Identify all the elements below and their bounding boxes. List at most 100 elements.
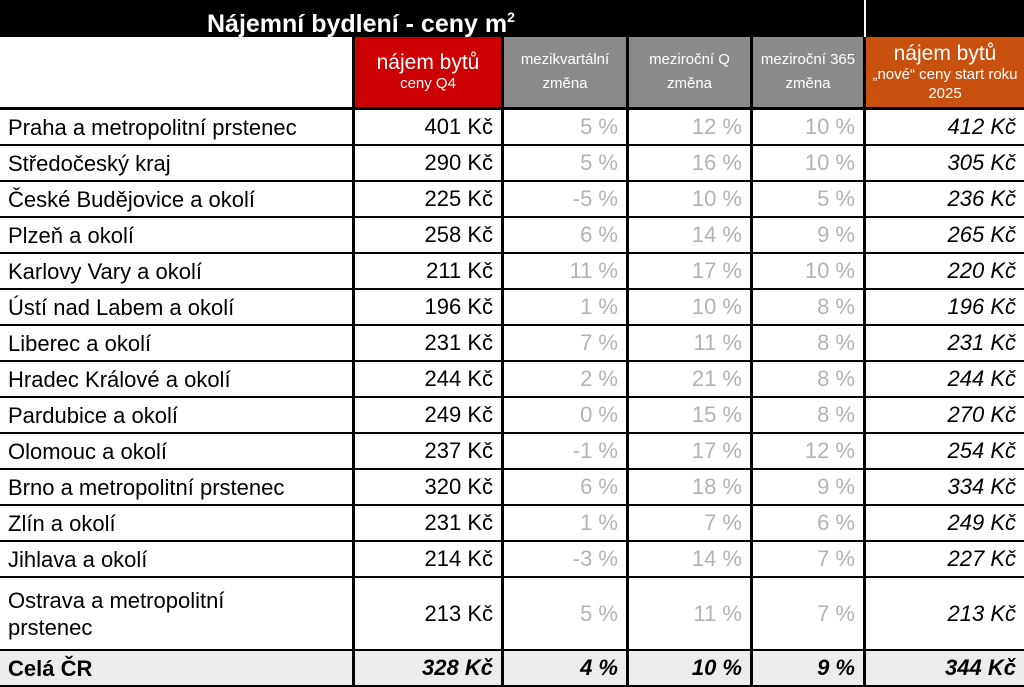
table-row: Olomouc a okolí 237 Kč -1 % 17 % 12 % 254 Kč xyxy=(0,434,1024,470)
header-price-q4-subtitle: ceny Q4 xyxy=(400,75,456,92)
yoy-q-change-cell: 11 % xyxy=(629,578,753,651)
total-row: Celá ČR 328 Kč 4 % 10 % 9 % 344 Kč xyxy=(0,651,1024,687)
region-cell: Pardubice a okolí xyxy=(0,398,355,434)
yoy-365-change-cell: 7 % xyxy=(753,578,866,651)
new-price-cell: 231 Kč xyxy=(866,326,1024,362)
yoy-q-change-cell: 10 % xyxy=(629,651,753,687)
table-row: Liberec a okolí 231 Kč 7 % 11 % 8 % 231 Kč xyxy=(0,326,1024,362)
header-new-price-subtitle: „nové“ ceny start roku 2025 xyxy=(872,65,1018,102)
table-row: Zlín a okolí 231 Kč 1 % 7 % 6 % 249 Kč xyxy=(0,506,1024,542)
yoy-365-change-cell: 10 % xyxy=(753,146,866,182)
yoy-q-change-cell: 12 % xyxy=(629,110,753,146)
new-price-cell: 344 Kč xyxy=(866,651,1024,687)
yoy-q-change-cell: 18 % xyxy=(629,470,753,506)
region-cell: České Budějovice a okolí xyxy=(0,182,355,218)
yoy-q-change-cell: 17 % xyxy=(629,434,753,470)
qoq-change-cell: 5 % xyxy=(504,110,629,146)
yoy-365-change-cell: 9 % xyxy=(753,651,866,687)
yoy-365-change-cell: 8 % xyxy=(753,290,866,326)
header-new-price-title: nájem bytů xyxy=(893,41,997,65)
yoy-q-change-cell: 14 % xyxy=(629,218,753,254)
table-row: Jihlava a okolí 214 Kč -3 % 14 % 7 % 227 Kč xyxy=(0,542,1024,578)
header-qoq-label: mezikvartální změna xyxy=(520,51,610,92)
table-row: Hradec Králové a okolí 244 Kč 2 % 21 % 8 % 24… xyxy=(0,362,1024,398)
region-cell: Hradec Králové a okolí xyxy=(0,362,355,398)
yoy-365-change-cell: 6 % xyxy=(753,506,866,542)
qoq-change-cell: 7 % xyxy=(504,326,629,362)
yoy-365-change-cell: 12 % xyxy=(753,434,866,470)
qoq-change-cell: -3 % xyxy=(504,542,629,578)
price-cell: 231 Kč xyxy=(355,506,504,542)
table-row: Karlovy Vary a okolí 211 Kč 11 % 17 % 10 % 22… xyxy=(0,254,1024,290)
qoq-change-cell: 4 % xyxy=(504,651,629,687)
yoy-q-change-cell: 10 % xyxy=(629,182,753,218)
header-qoq: mezikvartální změna xyxy=(504,37,629,110)
region-cell: Zlín a okolí xyxy=(0,506,355,542)
price-cell: 211 Kč xyxy=(355,254,504,290)
price-cell: 237 Kč xyxy=(355,434,504,470)
header-new-price: nájem bytů „nové“ ceny start roku 2025 xyxy=(866,37,1024,110)
table-row: Ústí nad Labem a okolí 196 Kč 1 % 10 % 8 % 19… xyxy=(0,290,1024,326)
yoy-365-change-cell: 8 % xyxy=(753,362,866,398)
yoy-q-change-cell: 15 % xyxy=(629,398,753,434)
table-row: Brno a metropolitní prstenec 320 Kč 6 % 18 … xyxy=(0,470,1024,506)
price-cell: 244 Kč xyxy=(355,362,504,398)
region-cell: Brno a metropolitní prstenec xyxy=(0,470,355,506)
region-cell: Plzeň a okolí xyxy=(0,218,355,254)
new-price-cell: 196 Kč xyxy=(866,290,1024,326)
new-price-cell: 244 Kč xyxy=(866,362,1024,398)
qoq-change-cell: 1 % xyxy=(504,506,629,542)
yoy-365-change-cell: 10 % xyxy=(753,254,866,290)
yoy-365-change-cell: 9 % xyxy=(753,470,866,506)
new-price-cell: 265 Kč xyxy=(866,218,1024,254)
qoq-change-cell: -5 % xyxy=(504,182,629,218)
table-row: Plzeň a okolí 258 Kč 6 % 14 % 9 % 265 Kč xyxy=(0,218,1024,254)
new-price-cell: 249 Kč xyxy=(866,506,1024,542)
qoq-change-cell: 5 % xyxy=(504,146,629,182)
price-cell: 320 Kč xyxy=(355,470,504,506)
yoy-365-change-cell: 8 % xyxy=(753,326,866,362)
qoq-change-cell: 2 % xyxy=(504,362,629,398)
price-cell: 225 Kč xyxy=(355,182,504,218)
page-title: Nájemní bydlení - ceny m2 xyxy=(207,9,515,38)
qoq-change-cell: 11 % xyxy=(504,254,629,290)
yoy-365-change-cell: 10 % xyxy=(753,110,866,146)
yoy-365-change-cell: 9 % xyxy=(753,218,866,254)
title-superscript: 2 xyxy=(507,9,515,25)
new-price-cell: 236 Kč xyxy=(866,182,1024,218)
price-cell: 196 Kč xyxy=(355,290,504,326)
yoy-q-change-cell: 7 % xyxy=(629,506,753,542)
region-cell: Praha a metropolitní prstenec xyxy=(0,110,355,146)
qoq-change-cell: 6 % xyxy=(504,218,629,254)
header-yoy-q: meziroční Q změna xyxy=(629,37,753,110)
header-region-blank xyxy=(0,37,355,110)
yoy-365-change-cell: 8 % xyxy=(753,398,866,434)
new-price-cell: 213 Kč xyxy=(866,578,1024,651)
new-price-cell: 334 Kč xyxy=(866,470,1024,506)
yoy-365-change-cell: 5 % xyxy=(753,182,866,218)
yoy-q-change-cell: 10 % xyxy=(629,290,753,326)
yoy-q-change-cell: 11 % xyxy=(629,326,753,362)
qoq-change-cell: 6 % xyxy=(504,470,629,506)
new-price-cell: 305 Kč xyxy=(866,146,1024,182)
price-cell: 214 Kč xyxy=(355,542,504,578)
yoy-q-change-cell: 14 % xyxy=(629,542,753,578)
header-row: nájem bytů ceny Q4 mezikvartální změna m… xyxy=(0,37,1024,110)
qoq-change-cell: -1 % xyxy=(504,434,629,470)
region-cell: Celá ČR xyxy=(0,651,355,687)
region-cell: Jihlava a okolí xyxy=(0,542,355,578)
yoy-365-change-cell: 7 % xyxy=(753,542,866,578)
region-cell: Liberec a okolí xyxy=(0,326,355,362)
header-price-q4: nájem bytů ceny Q4 xyxy=(355,37,504,110)
header-price-q4-title: nájem bytů xyxy=(376,51,480,74)
table-row: Středočeský kraj 290 Kč 5 % 16 % 10 % 305 Kč xyxy=(0,146,1024,182)
title-bar: Nájemní bydlení - ceny m2 xyxy=(0,0,1024,38)
new-price-cell: 254 Kč xyxy=(866,434,1024,470)
price-cell: 213 Kč xyxy=(355,578,504,651)
price-cell: 290 Kč xyxy=(355,146,504,182)
header-yoy-365-label: meziroční 365 změna xyxy=(760,51,856,92)
qoq-change-cell: 0 % xyxy=(504,398,629,434)
price-cell: 231 Kč xyxy=(355,326,504,362)
region-cell: Středočeský kraj xyxy=(0,146,355,182)
price-cell: 328 Kč xyxy=(355,651,504,687)
